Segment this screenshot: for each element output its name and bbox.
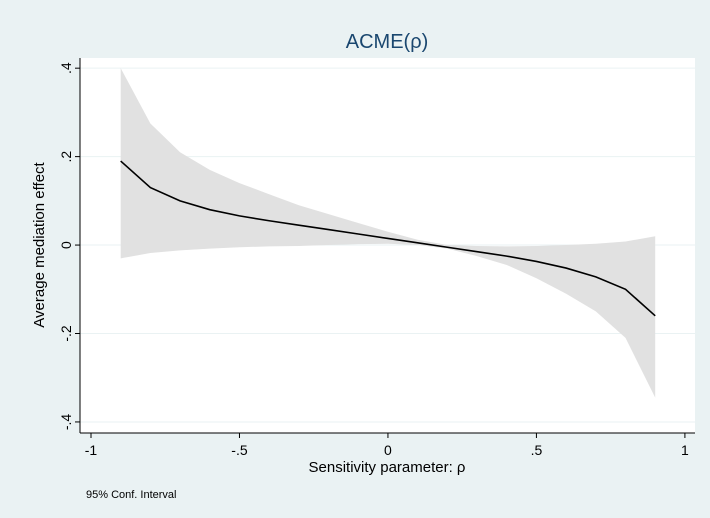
line [120, 160, 656, 317]
y-tick-label: 0 [58, 241, 74, 249]
y-tick-label: .2 [58, 151, 74, 163]
x-tick-label: .5 [531, 442, 543, 458]
x-tick-label: 1 [681, 442, 689, 458]
y-tick-label: .4 [58, 62, 74, 74]
y-tick-label: -.4 [58, 414, 74, 431]
note: 95% Conf. Interval [86, 489, 177, 501]
x-axis-title: Sensitivity parameter: ρ [309, 459, 466, 476]
x-tick-label: 0 [384, 442, 392, 458]
confidence-band [120, 68, 656, 398]
x-tick-label: -.5 [231, 442, 248, 458]
x-tick-label: -1 [85, 442, 98, 458]
y-tick-label: -.2 [58, 325, 74, 342]
chart-title: ACME(ρ) [346, 31, 428, 53]
y-axis-title: Average mediation effect [31, 161, 48, 327]
